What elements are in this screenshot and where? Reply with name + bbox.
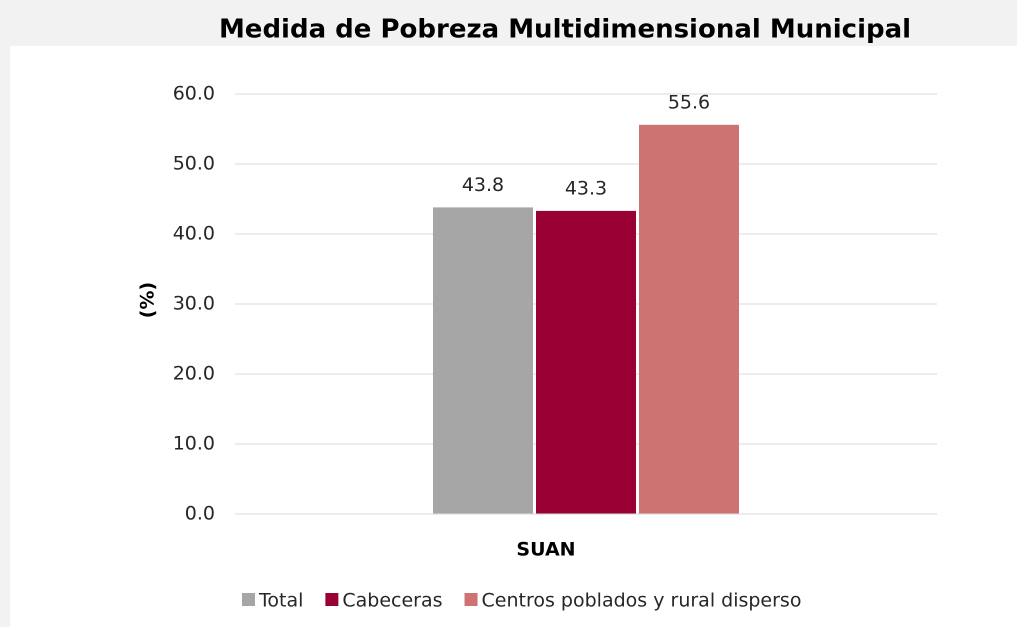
data-label: 43.3 xyxy=(565,177,607,199)
y-tick-label: 20.0 xyxy=(173,363,215,385)
bar xyxy=(433,207,533,514)
legend-swatch xyxy=(325,593,339,606)
y-tick-label: 0.0 xyxy=(185,503,215,525)
legend-label: Total xyxy=(258,590,303,612)
x-tick-label: SUAN xyxy=(516,539,575,561)
legend-label: Centros poblados y rural disperso xyxy=(482,590,802,612)
data-label: 43.8 xyxy=(462,174,504,196)
legend-label: Cabeceras xyxy=(342,590,442,612)
legend-swatch xyxy=(464,593,478,606)
data-label: 55.6 xyxy=(668,91,710,113)
y-tick-label: 50.0 xyxy=(173,153,215,175)
bar xyxy=(639,124,739,515)
y-axis-label: (%) xyxy=(137,282,159,318)
y-tick-label: 10.0 xyxy=(173,433,215,455)
legend-swatch xyxy=(242,593,255,606)
bar xyxy=(536,210,636,514)
y-tick-label: 30.0 xyxy=(173,293,215,315)
chart-title: Medida de Pobreza Multidimensional Munic… xyxy=(219,15,911,45)
y-tick-label: 40.0 xyxy=(173,223,215,245)
y-tick-label: 60.0 xyxy=(173,83,215,105)
